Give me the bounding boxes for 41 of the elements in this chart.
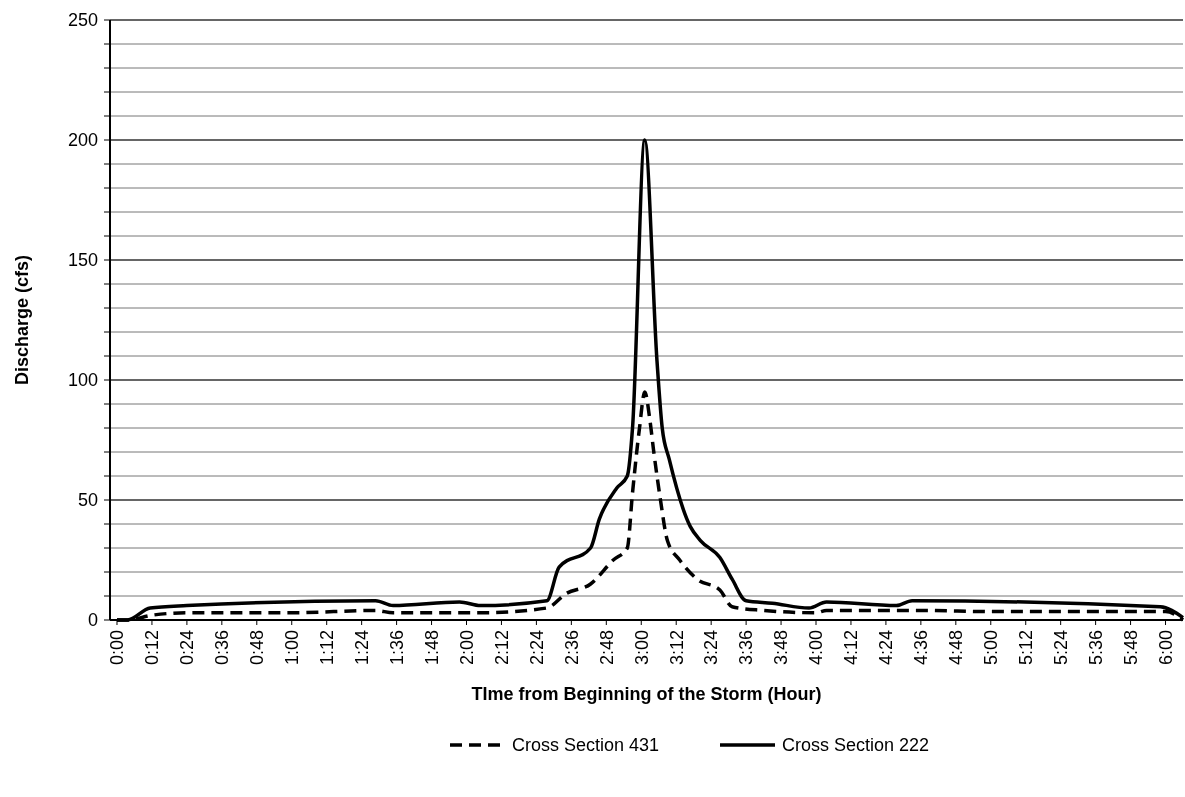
y-tick-label: 100 (67, 370, 98, 391)
x-tick-label: 0:00 (107, 630, 128, 666)
x-tick-label: 5:24 (1050, 630, 1071, 666)
x-tick-label: 2:36 (561, 630, 582, 666)
y-tick-label: 0 (87, 610, 98, 631)
x-tick-label: 5:36 (1085, 630, 1106, 666)
x-tick-label: 1:36 (386, 630, 407, 666)
x-tick-label: 0:24 (177, 630, 198, 666)
x-tick-label: 4:00 (806, 630, 827, 666)
x-tick-label: 3:36 (736, 630, 757, 666)
x-axis-title: TIme from Beginning of the Storm (Hour) (471, 684, 822, 704)
y-tick-label: 250 (67, 10, 98, 31)
x-tick-label: 2:48 (596, 630, 617, 666)
legend-label: Cross Section 431 (512, 735, 660, 756)
y-tick-label: 200 (67, 130, 98, 151)
legend-label: Cross Section 222 (782, 735, 930, 756)
x-tick-label: 1:24 (351, 630, 372, 666)
x-tick-label: 5:12 (1016, 630, 1037, 666)
x-tick-label: 0:12 (142, 630, 163, 666)
x-tick-label: 3:48 (771, 630, 792, 666)
x-tick-label: 3:12 (666, 630, 687, 666)
x-tick-label: 2:24 (526, 630, 547, 666)
x-tick-label: 0:36 (212, 630, 233, 666)
x-tick-label: 3:24 (701, 630, 722, 666)
y-axis-title: Discharge (cfs) (12, 254, 32, 386)
x-tick-label: 0:48 (247, 630, 268, 666)
x-tick-label: 5:00 (981, 630, 1002, 666)
x-tick-label: 4:24 (876, 630, 897, 666)
y-tick-label: 150 (67, 250, 98, 271)
y-tick-label: 50 (77, 490, 98, 511)
x-tick-label: 6:00 (1155, 630, 1176, 666)
x-tick-label: 1:12 (317, 630, 337, 666)
x-tick-label: 4:36 (911, 630, 932, 666)
x-tick-label: 1:00 (282, 630, 303, 666)
x-tick-label: 3:00 (631, 630, 652, 666)
x-tick-label: 5:48 (1120, 630, 1141, 666)
x-tick-label: 4:48 (946, 630, 967, 666)
x-tick-label: 2:00 (456, 630, 477, 666)
x-tick-label: 1:48 (421, 630, 442, 666)
x-tick-label: 2:12 (491, 630, 512, 666)
x-tick-label: 4:12 (841, 630, 862, 666)
